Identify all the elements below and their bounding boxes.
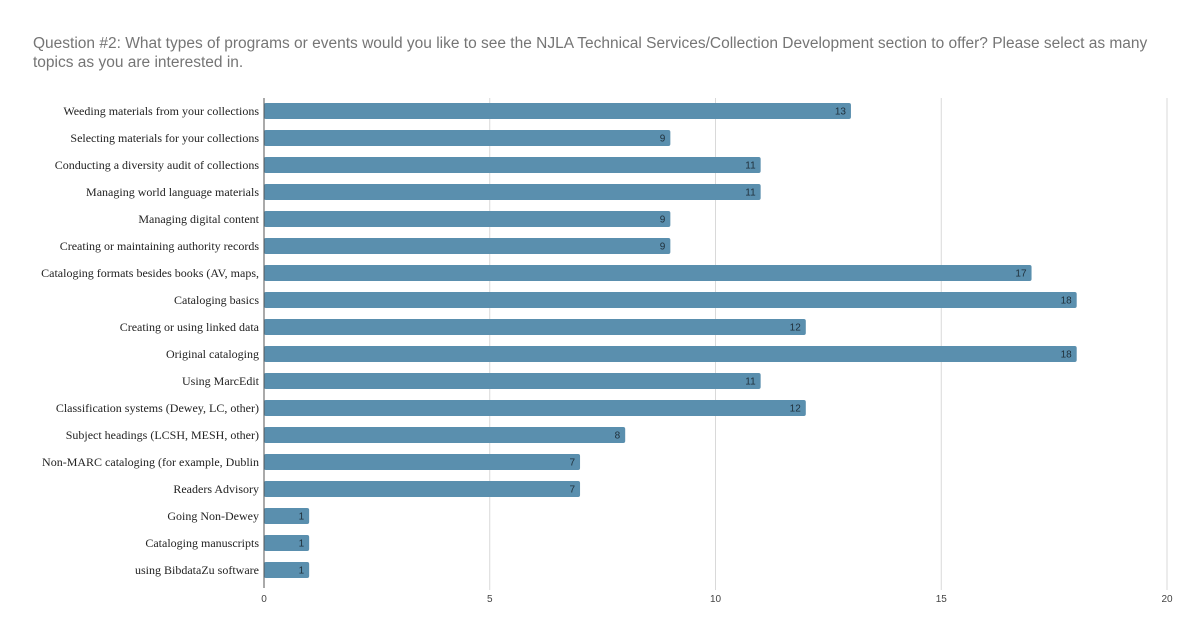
data-label: 12: [790, 404, 802, 415]
bar: [264, 373, 761, 389]
bar: [264, 535, 310, 551]
bar: [264, 157, 761, 173]
x-tick-label: 15: [936, 594, 948, 605]
category-label: Cataloging manuscripts: [145, 536, 259, 550]
bar: [264, 562, 310, 578]
category-label: Cataloging basics: [174, 293, 259, 307]
bar: [264, 427, 626, 443]
bar: [264, 481, 581, 497]
bar: [264, 400, 806, 416]
category-label: Selecting materials for your collections: [70, 131, 259, 145]
data-label: 1: [299, 512, 305, 523]
data-label: 9: [660, 134, 666, 145]
data-label: 13: [835, 107, 847, 118]
bar: [264, 265, 1032, 281]
x-tick-label: 0: [261, 594, 267, 605]
data-label: 12: [790, 323, 802, 334]
category-label: Non-MARC cataloging (for example, Dublin: [42, 455, 259, 469]
data-label: 7: [569, 458, 575, 469]
data-label: 7: [569, 485, 575, 496]
bar: [264, 103, 851, 119]
x-tick-label: 5: [487, 594, 493, 605]
chart-title: Question #2: What types of programs or e…: [33, 35, 1148, 71]
category-label: Creating or using linked data: [120, 320, 260, 334]
category-label: Readers Advisory: [173, 482, 259, 496]
data-label: 9: [660, 242, 666, 253]
category-label: Going Non-Dewey: [167, 509, 259, 523]
bar: [264, 238, 671, 254]
bar: [264, 508, 310, 524]
category-label: Managing digital content: [138, 212, 259, 226]
x-tick-label: 10: [710, 594, 722, 605]
category-label: Subject headings (LCSH, MESH, other): [66, 428, 259, 442]
data-label: 9: [660, 215, 666, 226]
bar: [264, 130, 671, 146]
category-label: Managing world language materials: [86, 185, 259, 199]
category-label: Original cataloging: [166, 347, 259, 361]
x-tick-label: 20: [1161, 594, 1173, 605]
category-label: Cataloging formats besides books (AV, ma…: [41, 266, 259, 280]
data-label: 11: [745, 161, 756, 172]
data-label: 1: [299, 566, 305, 577]
data-label: 11: [745, 377, 756, 388]
bar: [264, 454, 581, 470]
data-label: 17: [1015, 269, 1027, 280]
category-label: Creating or maintaining authority record…: [60, 239, 260, 253]
bar: [264, 319, 806, 335]
bar: [264, 346, 1077, 362]
category-label: Classification systems (Dewey, LC, other…: [56, 401, 259, 415]
category-label: using BibdataZu software: [135, 563, 259, 577]
data-label: 18: [1061, 350, 1073, 361]
data-label: 8: [615, 431, 621, 442]
data-label: 11: [745, 188, 756, 199]
data-label: 1: [299, 539, 305, 550]
category-label: Using MarcEdit: [182, 374, 260, 388]
data-label: 18: [1061, 296, 1073, 307]
category-label: Conducting a diversity audit of collecti…: [55, 158, 260, 172]
bar: [264, 184, 761, 200]
category-label: Weeding materials from your collections: [63, 104, 259, 118]
bar: [264, 292, 1077, 308]
bar: [264, 211, 671, 227]
